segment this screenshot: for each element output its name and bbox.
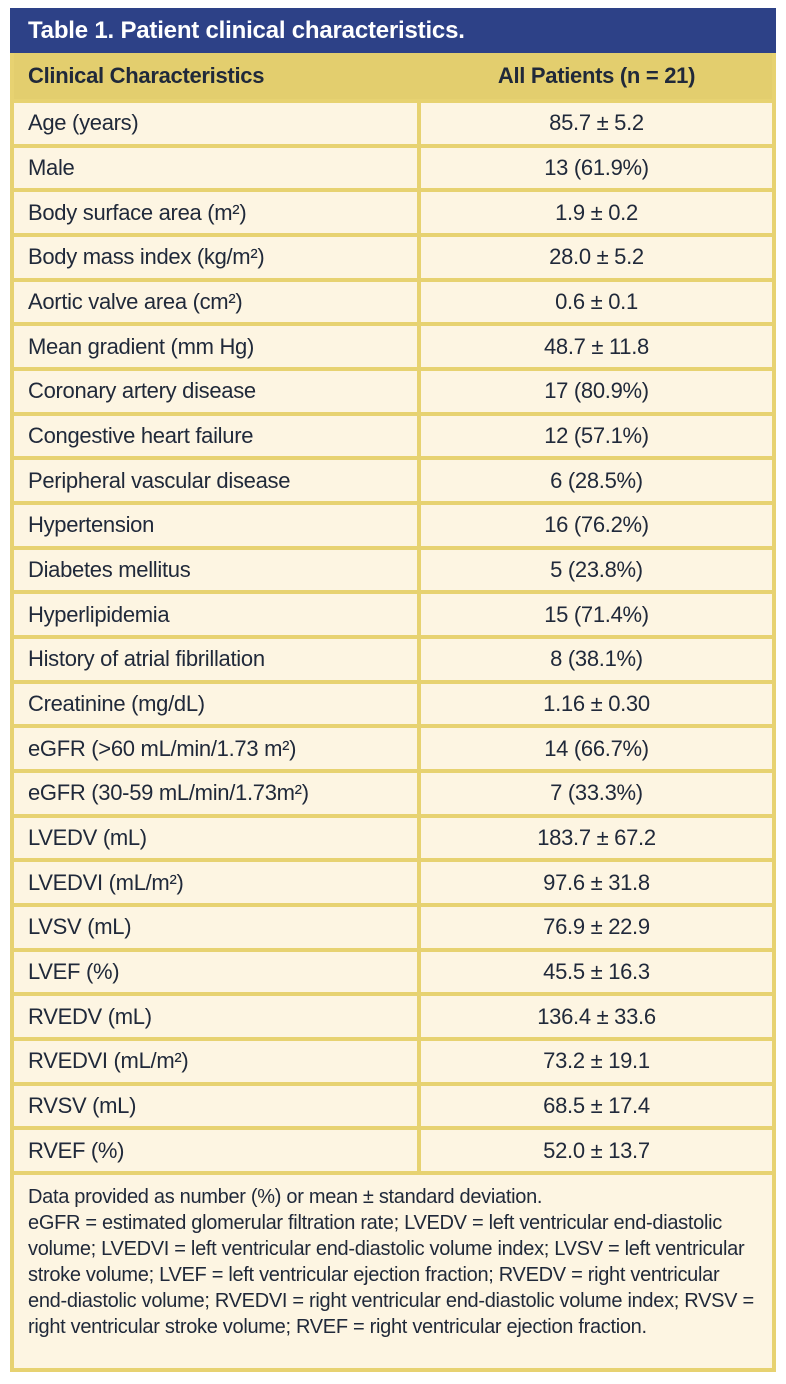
row-label: Mean gradient (mm Hg) bbox=[28, 333, 255, 359]
table-row: Hyperlipidemia 15 (71.4%) bbox=[14, 590, 772, 636]
row-label: Male bbox=[28, 155, 75, 180]
table-row: RVEDVI (mL/m²) 73.2 ± 19.1 bbox=[14, 1037, 772, 1082]
row-label: RVEDVI (mL/m²) bbox=[28, 1048, 189, 1074]
row-value: 48.7 ± 11.8 bbox=[417, 326, 772, 368]
row-label: Body surface area (m²) bbox=[28, 199, 247, 225]
footnote-abbreviations: eGFR = estimated glomerular filtration r… bbox=[28, 1212, 754, 1338]
table-row: LVEDVI (mL/m²) 97.6 ± 31.8 bbox=[14, 858, 772, 904]
table-row: History of atrial fibrillation 8 (38.1%) bbox=[14, 635, 772, 680]
table-row: Male 13 (61.9%) bbox=[14, 143, 772, 189]
row-label: Creatinine (mg/dL) bbox=[28, 691, 205, 717]
table-row: Aortic valve area (cm²) 0.6 ± 0.1 bbox=[14, 277, 772, 323]
row-value: 1.9 ± 0.2 bbox=[417, 192, 772, 234]
table-row: Creatinine (mg/dL) 1.16 ± 0.30 bbox=[14, 679, 772, 725]
row-value: 5 (23.8%) bbox=[417, 549, 772, 591]
table-row: Coronary artery disease 17 (80.9%) bbox=[14, 367, 772, 412]
row-value: 52.0 ± 13.7 bbox=[417, 1130, 772, 1172]
row-value: 16 (76.2%) bbox=[417, 505, 772, 546]
row-label: LVEF (%) bbox=[28, 959, 120, 985]
table-row: Mean gradient (mm Hg) 48.7 ± 11.8 bbox=[14, 322, 772, 368]
table-row: eGFR (>60 mL/min/1.73 m²) 14 (66.7%) bbox=[14, 724, 772, 770]
table-row: Body mass index (kg/m²) 28.0 ± 5.2 bbox=[14, 233, 772, 278]
table-header-row: Clinical Characteristics All Patients (n… bbox=[14, 53, 772, 99]
table-row: LVSV (mL) 76.9 ± 22.9 bbox=[14, 903, 772, 948]
row-label: Peripheral vascular disease bbox=[28, 467, 291, 493]
table-row: LVEF (%) 45.5 ± 16.3 bbox=[14, 947, 772, 993]
row-label: RVEF (%) bbox=[28, 1137, 125, 1163]
row-value: 13 (61.9%) bbox=[417, 147, 772, 189]
table-title: Table 1. Patient clinical characteristic… bbox=[28, 16, 465, 44]
row-label: LVSV (mL) bbox=[28, 914, 132, 940]
table-row: Diabetes mellitus 5 (23.8%) bbox=[14, 545, 772, 591]
clinical-characteristics-table: Table 1. Patient clinical characteristic… bbox=[10, 8, 776, 1372]
table-body: Age (years) 85.7 ± 5.2 Male 13 (61.9%) Body … bbox=[14, 99, 772, 1172]
row-label: LVEDVI (mL/m²) bbox=[28, 869, 184, 895]
row-value: 183.7 ± 67.2 bbox=[417, 817, 772, 859]
row-label: Aortic valve area (cm²) bbox=[28, 289, 243, 315]
table-row: Congestive heart failure 12 (57.1%) bbox=[14, 411, 772, 457]
row-label: Hyperlipidemia bbox=[28, 601, 170, 627]
row-label: RVSV (mL) bbox=[28, 1093, 137, 1119]
row-value: 15 (71.4%) bbox=[417, 594, 772, 636]
row-value: 73.2 ± 19.1 bbox=[417, 1041, 772, 1082]
header-cell-all-patients: All Patients (n = 21) bbox=[417, 53, 772, 99]
table-row: Hypertension 16 (76.2%) bbox=[14, 501, 772, 546]
row-value: 17 (80.9%) bbox=[417, 371, 772, 412]
table-footnote: Data provided as number (%) or mean ± st… bbox=[14, 1171, 772, 1368]
row-value: 14 (66.7%) bbox=[417, 728, 772, 770]
row-value: 45.5 ± 16.3 bbox=[417, 951, 772, 993]
table-row: RVEF (%) 52.0 ± 13.7 bbox=[14, 1126, 772, 1172]
table-row: eGFR (30-59 mL/min/1.73m²) 7 (33.3%) bbox=[14, 769, 772, 814]
row-label: Body mass index (kg/m²) bbox=[28, 244, 265, 270]
row-value: 28.0 ± 5.2 bbox=[417, 237, 772, 278]
row-value: 6 (28.5%) bbox=[417, 460, 772, 502]
table-row: Age (years) 85.7 ± 5.2 bbox=[14, 99, 772, 144]
row-label: Diabetes mellitus bbox=[28, 557, 191, 583]
table-row: Peripheral vascular disease 6 (28.5%) bbox=[14, 456, 772, 502]
row-value: 97.6 ± 31.8 bbox=[417, 862, 772, 904]
row-value: 8 (38.1%) bbox=[417, 639, 772, 680]
table-row: RVSV (mL) 68.5 ± 17.4 bbox=[14, 1081, 772, 1127]
row-value: 12 (57.1%) bbox=[417, 415, 772, 457]
row-label: Hypertension bbox=[28, 512, 155, 538]
row-value: 85.7 ± 5.2 bbox=[417, 103, 772, 144]
table-row: RVEDV (mL) 136.4 ± 33.6 bbox=[14, 992, 772, 1038]
table-row: LVEDV (mL) 183.7 ± 67.2 bbox=[14, 813, 772, 859]
row-label: History of atrial fibrillation bbox=[28, 646, 265, 672]
table-title-bar: Table 1. Patient clinical characteristic… bbox=[10, 8, 776, 53]
row-value: 136.4 ± 33.6 bbox=[417, 996, 772, 1038]
row-label: Congestive heart failure bbox=[28, 423, 254, 449]
row-value: 0.6 ± 0.1 bbox=[417, 281, 772, 323]
row-value: 1.16 ± 0.30 bbox=[417, 683, 772, 725]
row-label: Age (years) bbox=[28, 110, 139, 136]
footnote-stat-line: Data provided as number (%) or mean ± st… bbox=[28, 1186, 543, 1208]
row-label: LVEDV (mL) bbox=[28, 825, 147, 851]
row-value: 7 (33.3%) bbox=[417, 773, 772, 814]
row-label: eGFR (30-59 mL/min/1.73m²) bbox=[28, 780, 309, 806]
row-label: Coronary artery disease bbox=[28, 378, 256, 404]
row-value: 68.5 ± 17.4 bbox=[417, 1085, 772, 1127]
table-row: Body surface area (m²) 1.9 ± 0.2 bbox=[14, 188, 772, 234]
row-value: 76.9 ± 22.9 bbox=[417, 907, 772, 948]
row-label: RVEDV (mL) bbox=[28, 1003, 152, 1029]
header-cell-characteristics: Clinical Characteristics bbox=[28, 63, 265, 88]
row-label: eGFR (>60 mL/min/1.73 m²) bbox=[28, 735, 297, 761]
